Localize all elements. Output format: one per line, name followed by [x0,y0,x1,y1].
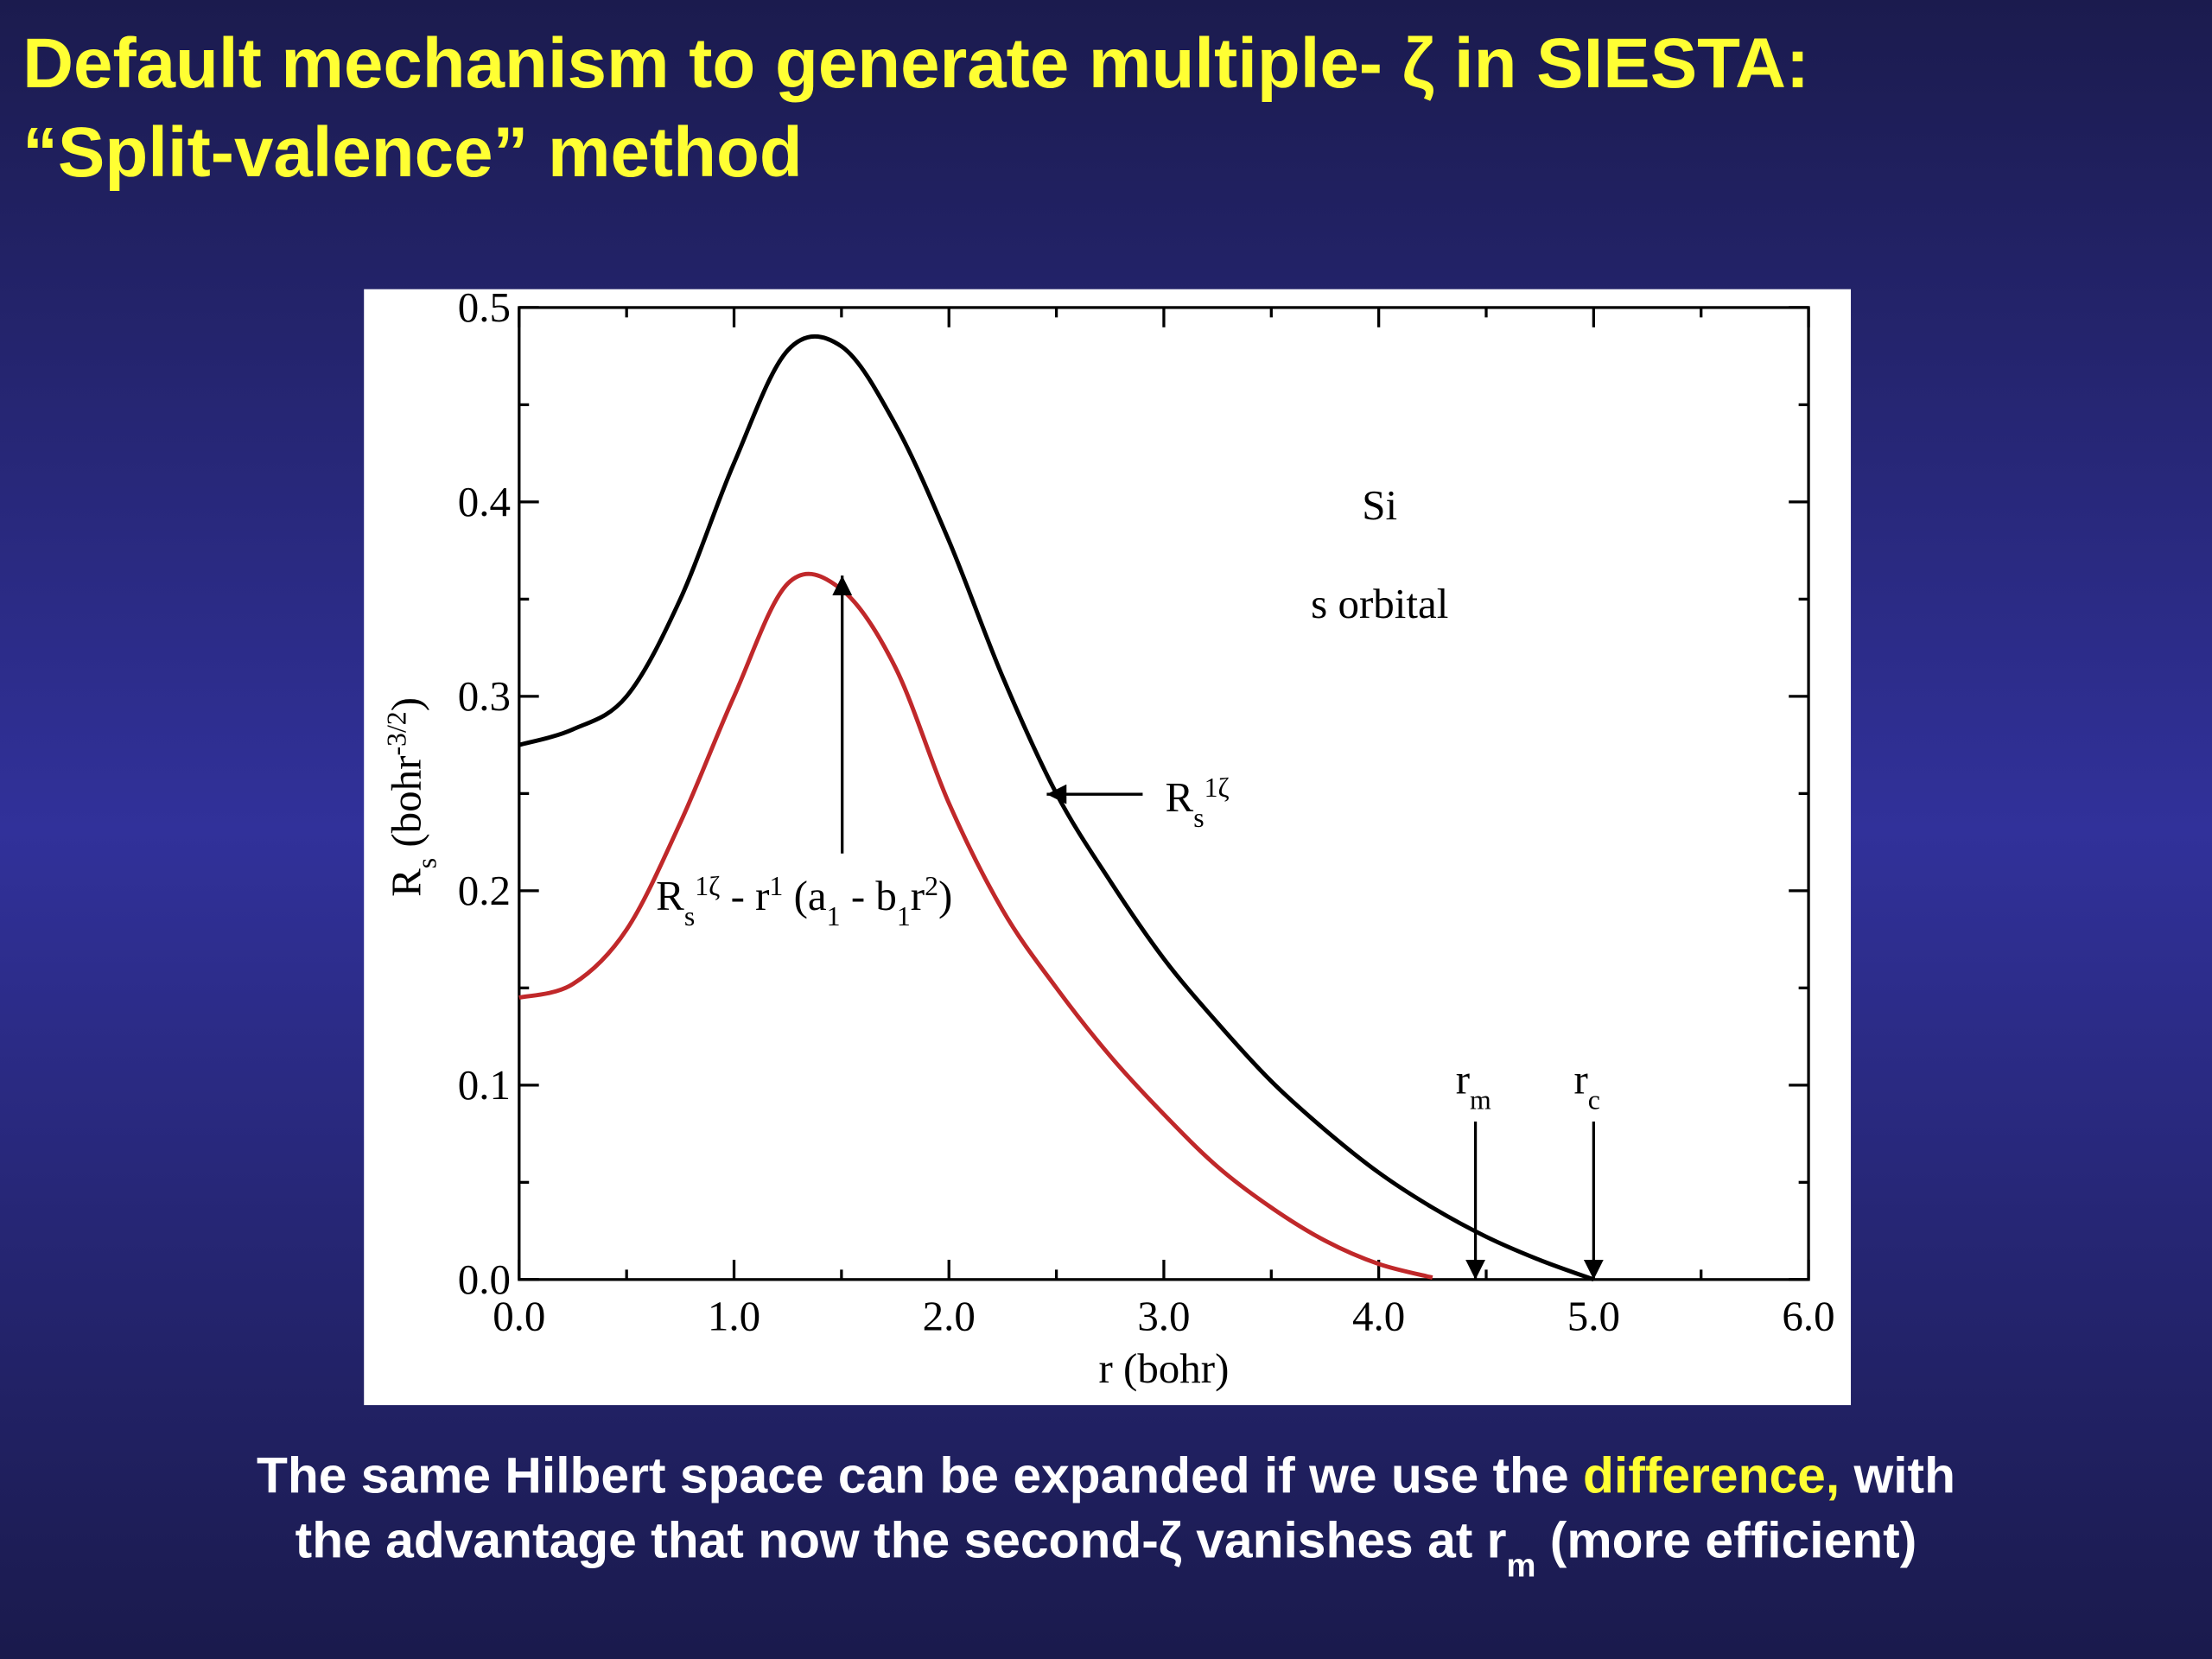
text-segment: m [1507,1547,1536,1584]
text-segment: r [1456,1055,1470,1103]
text-segment: r (bohr) [1098,1344,1229,1392]
text-segment: r [911,872,925,919]
slide-title: Default mechanism to generate multiple- … [22,24,1809,103]
text-segment: r [1573,1055,1587,1103]
text-segment: m [1470,1084,1491,1115]
text-segment: (more efficient) [1535,1512,1916,1568]
x-tick-label: 4.0 [1352,1293,1405,1340]
text-segment: 1 [769,871,783,901]
y-axis-label: Rs (bohr-3/2) [381,697,442,897]
line-series [518,571,1433,1280]
text-segment: difference, [1583,1447,1840,1503]
x-tick-label: 6.0 [1782,1293,1834,1340]
x-tick-label: 2.0 [923,1293,976,1340]
text-segment: the advantage that now the second-ζ vani… [296,1512,1507,1568]
text-segment: ) [383,697,430,711]
text-segment: - b [841,872,897,919]
series-label: Rs1ζ [1166,772,1230,832]
slide-title: “Split-valence” method [22,113,803,192]
y-tick-label: 0.2 [458,867,511,914]
x-tick-label: 1.0 [708,1293,760,1340]
chart: 0.0 1.0 2.0 3.0 4.0 5.0 6.0 0.0 0.1 0.2 0.3 0.4 0.5 r… [381,283,1835,1392]
x-tick-label: 0.0 [493,1293,545,1340]
y-tick-label: 0.1 [458,1061,511,1109]
text-segment: 1ζ [1205,772,1230,802]
text-segment: R [383,868,430,897]
text-segment: 1ζ [695,871,720,901]
annotation: Si [1362,481,1397,529]
text-segment: s [411,858,442,868]
text-segment: s [1193,802,1204,832]
y-tick-label: 0.4 [458,478,511,525]
marker-label: rm [1456,1055,1491,1114]
caption: the advantage that now the second-ζ vani… [296,1512,1917,1584]
text-segment: 1 [897,901,911,931]
y-tick-label: 0.3 [458,672,511,720]
text-segment: (bohr [383,756,430,858]
line-series [518,334,1595,1282]
y-tick-label: 0.0 [458,1255,511,1303]
y-tick-label: 0.5 [458,283,511,331]
text-segment: R [656,872,684,919]
x-tick-label: 3.0 [1137,1293,1190,1340]
series-label: Rs1ζ - r1 (a1 - b1r2) [656,871,952,931]
text-segment: with [1840,1447,1955,1503]
annotation: s orbital [1311,580,1448,627]
x-tick-label: 5.0 [1567,1293,1620,1340]
text-segment: s [684,901,695,931]
marker-label: rc [1573,1055,1599,1114]
text-segment: c [1588,1084,1600,1115]
text-segment: The same Hilbert space can be expanded i… [257,1447,1583,1503]
text-segment: - r [720,872,769,919]
text-segment: R [1166,773,1194,821]
text-segment: 2 [925,871,938,901]
text-segment: -3/2 [381,711,411,755]
text-segment: ) [938,872,952,919]
caption: The same Hilbert space can be expanded i… [257,1447,1955,1503]
text-segment: (a [783,872,827,919]
chart-panel [364,289,1852,1406]
text-segment: 1 [827,901,841,931]
x-axis-label: r (bohr) [1098,1344,1229,1392]
